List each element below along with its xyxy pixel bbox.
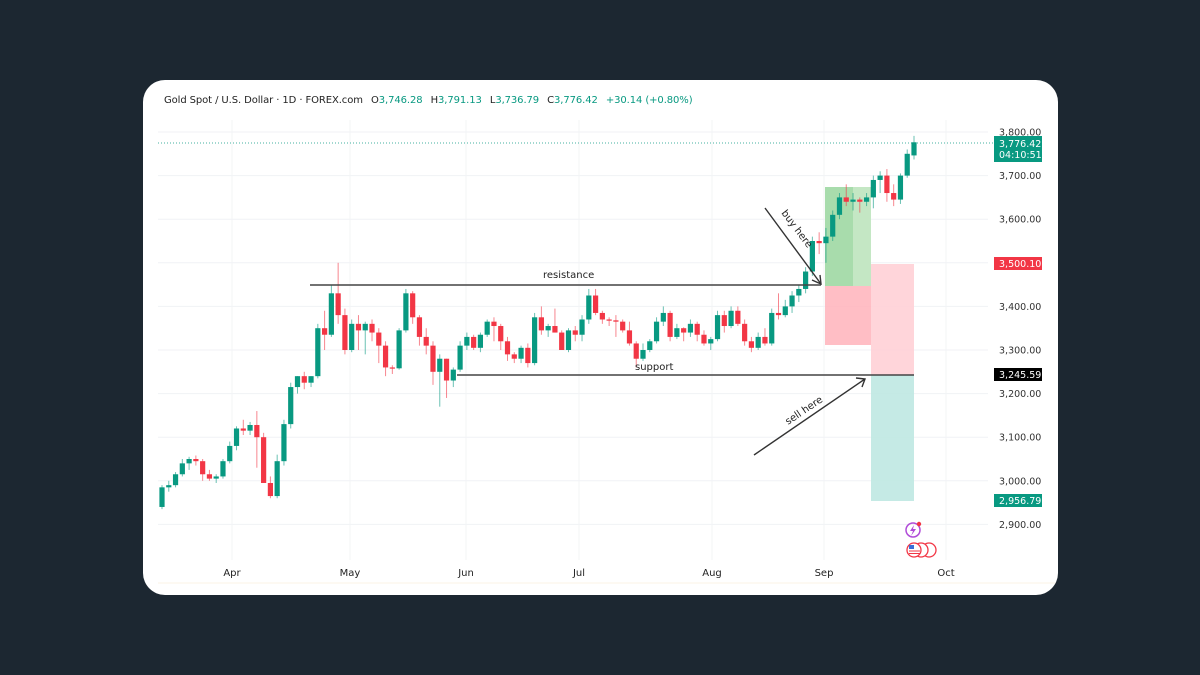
support-label: support <box>635 362 673 373</box>
month-label: Apr <box>223 568 241 579</box>
svg-text:2,956.79: 2,956.79 <box>999 496 1041 507</box>
price-tick: 3,100.00 <box>999 433 1041 444</box>
svg-text:3,776.42: 3,776.42 <box>999 139 1041 150</box>
month-label: Sep <box>815 568 834 579</box>
candlesticks <box>159 135 917 510</box>
symbol-legend: Gold Spot / U.S. Dollar · 1D · FOREX.com… <box>164 95 693 106</box>
buy-label: buy here <box>779 208 814 250</box>
price-chart[interactable]: resistance support buy here sell here 2,… <box>143 80 1058 595</box>
stop-price-tag: 3,500.10 <box>994 257 1042 270</box>
current-price-tag: 3,776.42 04:10:51 <box>994 136 1042 162</box>
short-position-tool[interactable] <box>871 264 914 501</box>
svg-text:3,500.10: 3,500.10 <box>999 259 1041 270</box>
low-value: 3,736.79 <box>495 95 540 106</box>
month-label: Jul <box>572 568 585 579</box>
month-label: Jun <box>457 568 474 579</box>
month-label: Aug <box>702 568 722 579</box>
month-label: May <box>340 568 361 579</box>
us-flag-economic-events-icon[interactable] <box>906 542 937 558</box>
svg-text:3,245.59: 3,245.59 <box>999 370 1041 381</box>
price-axis[interactable]: 2,900.00 3,000.00 3,100.00 3,200.00 3,300.00… <box>999 128 1041 531</box>
lightning-event-icon[interactable] <box>905 521 922 538</box>
high-value: 3,791.13 <box>438 95 482 106</box>
price-tick: 3,000.00 <box>999 476 1041 487</box>
open-value: 3,746.28 <box>378 95 423 106</box>
resistance-label: resistance <box>543 270 594 281</box>
target-price-tag: 2,956.79 <box>994 494 1042 507</box>
price-tick: 3,200.00 <box>999 389 1041 400</box>
time-axis[interactable]: Apr May Jun Jul Aug Sep Oct <box>158 568 1058 584</box>
price-tick: 3,300.00 <box>999 346 1041 357</box>
symbol-title: Gold Spot / U.S. Dollar · 1D · FOREX.com <box>164 95 363 106</box>
support-price-tag: 3,245.59 <box>994 368 1042 381</box>
price-tick: 2,900.00 <box>999 520 1041 531</box>
change-value: +30.14 (+0.80%) <box>605 95 693 106</box>
price-tick: 3,400.00 <box>999 302 1041 313</box>
chart-card: Gold Spot / U.S. Dollar · 1D · FOREX.com… <box>143 80 1058 595</box>
price-tick: 3,700.00 <box>999 171 1041 182</box>
long-position-tool[interactable] <box>825 187 871 345</box>
price-tick: 3,800.00 <box>999 128 1041 139</box>
bar-countdown: 04:10:51 <box>999 150 1042 161</box>
sell-arrow[interactable]: sell here <box>753 377 866 456</box>
close-value: 3,776.42 <box>554 95 598 106</box>
price-tick: 3,600.00 <box>999 215 1041 226</box>
month-label: Oct <box>937 568 954 579</box>
